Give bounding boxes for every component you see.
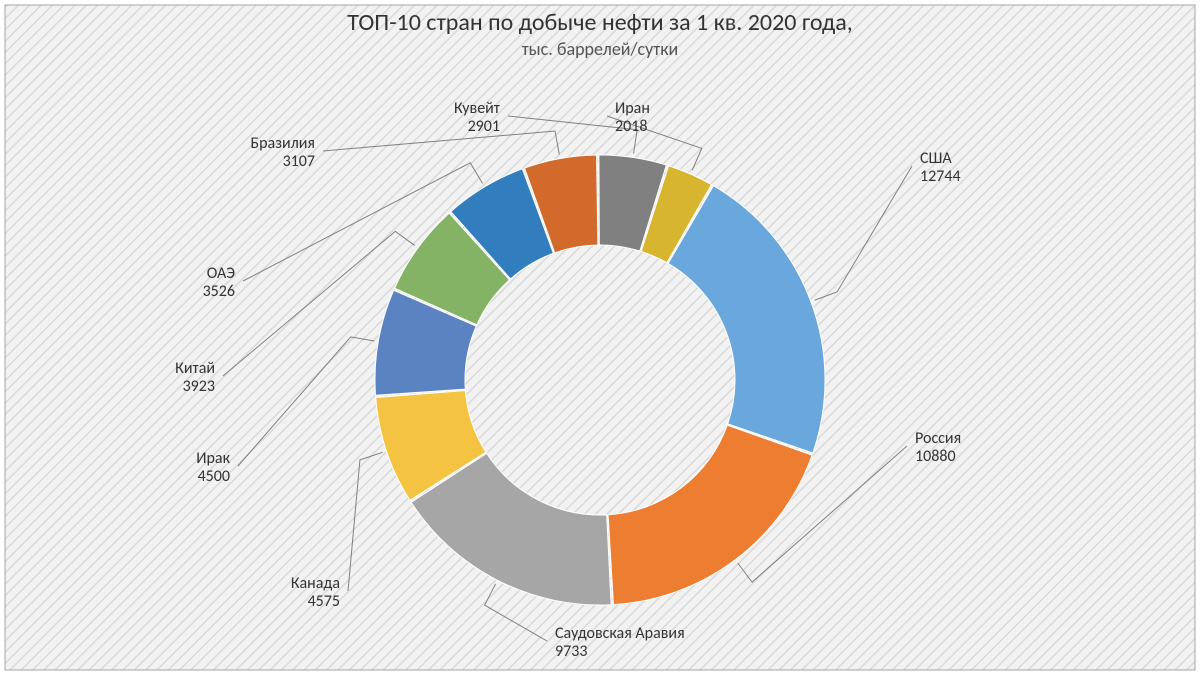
slice-label-name: Кувейт xyxy=(454,100,500,118)
slice-label-value: 2901 xyxy=(454,118,500,136)
slice-label: Канада4575 xyxy=(291,575,340,612)
slice-label: Бразилия3107 xyxy=(251,135,315,172)
slice-label: США12744 xyxy=(920,150,961,187)
slice-label-name: Бразилия xyxy=(251,135,315,153)
slice-label-value: 4575 xyxy=(291,593,340,611)
slice-label-name: Саудовская Аравия xyxy=(555,625,685,643)
slice-label: Россия10880 xyxy=(915,430,961,467)
slice-label-name: Россия xyxy=(915,430,961,448)
slice-label-value: 10880 xyxy=(915,448,961,466)
slice-label-name: Иран xyxy=(615,100,650,118)
donut-chart: ТОП-10 стран по добыче нефти за 1 кв. 20… xyxy=(0,0,1200,675)
slice-label-name: Китай xyxy=(175,360,215,378)
slice-label-name: Канада xyxy=(291,575,340,593)
slice-label-value: 3107 xyxy=(251,153,315,171)
slice-label-name: Ирак xyxy=(196,450,230,468)
slice-label-value: 4500 xyxy=(196,468,230,486)
slice-label: Саудовская Аравия9733 xyxy=(555,625,685,662)
slice-label-name: ОАЭ xyxy=(203,265,235,283)
slice-label: Иран2018 xyxy=(615,100,650,137)
slice-label-value: 9733 xyxy=(555,643,685,661)
chart-title: ТОП-10 стран по добыче нефти за 1 кв. 20… xyxy=(0,8,1200,37)
slice-label: Китай3923 xyxy=(175,360,215,397)
slice-label: Кувейт2901 xyxy=(454,100,500,137)
slice-label-value: 3923 xyxy=(175,378,215,396)
slice-label-value: 12744 xyxy=(920,168,961,186)
slice-label-value: 2018 xyxy=(615,118,650,136)
slice-label-value: 3526 xyxy=(203,283,235,301)
chart-subtitle: тыс. баррелей/сутки xyxy=(0,38,1200,60)
slice-label: Ирак4500 xyxy=(196,450,230,487)
slice-label-name: США xyxy=(920,150,961,168)
slice-label: ОАЭ3526 xyxy=(203,265,235,302)
